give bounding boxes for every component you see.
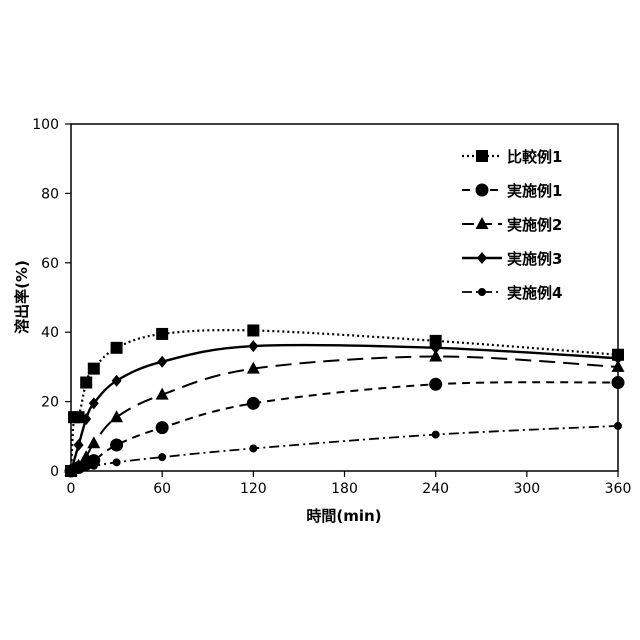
data-point-2-5: [110, 438, 123, 451]
legend-marker-5: [478, 288, 486, 296]
legend-label-1: 比較例1: [507, 148, 562, 166]
y-axis-title: 溶出率(%): [13, 260, 31, 334]
x-tick-label: 0: [67, 481, 76, 497]
data-point-1-5: [88, 363, 100, 375]
x-tick-label: 180: [331, 481, 358, 497]
data-point-1-6: [111, 342, 123, 354]
y-axis-ticks: 0 20 40 60 80 100: [32, 117, 71, 480]
data-point-1-7: [156, 328, 168, 340]
y-tick-label: 0: [50, 464, 59, 480]
x-tick-label: 360: [605, 481, 632, 497]
data-point-2-9: [612, 376, 625, 389]
data-point-5-6: [158, 453, 166, 461]
legend-marker-2: [476, 184, 489, 197]
legend-label-5: 実施例4: [507, 284, 562, 302]
y-tick-label: 80: [41, 186, 59, 202]
data-point-5-7: [249, 444, 257, 452]
y-tick-label: 20: [41, 395, 59, 411]
data-point-2-6: [156, 421, 169, 434]
data-point-1-8: [247, 324, 259, 336]
data-point-1-4: [80, 377, 92, 389]
x-tick-label: 120: [240, 481, 267, 497]
data-point-5-5: [113, 458, 121, 466]
y-tick-label: 60: [41, 256, 59, 272]
data-point-5-2: [75, 465, 83, 473]
data-point-2-8: [429, 378, 442, 391]
legend-label-4: 実施例3: [507, 250, 562, 268]
x-axis-ticks: 0 60 120 180 240 300 360: [67, 471, 632, 497]
data-point-5-9: [614, 422, 622, 430]
x-tick-label: 300: [513, 481, 540, 497]
data-point-5-8: [432, 431, 440, 439]
data-point-2-7: [247, 397, 260, 410]
y-tick-label: 100: [32, 117, 59, 133]
y-tick-label: 40: [41, 325, 59, 341]
legend-label-3: 実施例2: [507, 216, 562, 234]
x-axis-title: 時間(min): [306, 507, 381, 525]
legend-label-2: 実施例1: [507, 182, 562, 200]
data-point-5-3: [82, 463, 90, 471]
data-point-5-4: [90, 462, 98, 470]
x-tick-label: 60: [153, 481, 171, 497]
x-tick-label: 240: [422, 481, 449, 497]
legend-marker-1: [476, 150, 488, 162]
